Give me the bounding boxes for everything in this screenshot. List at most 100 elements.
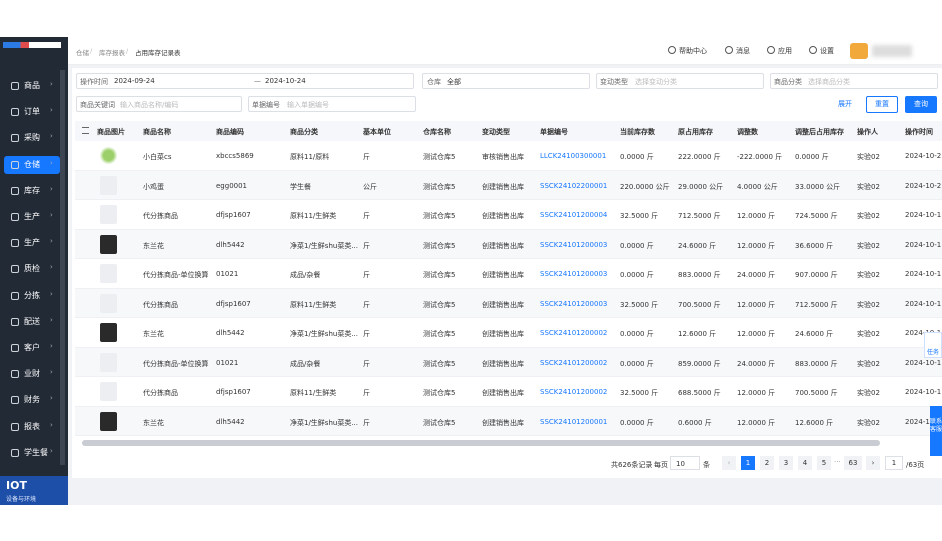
table-cell: 创建销售出库 (482, 389, 524, 397)
table-cell[interactable]: SSCK24101200002 (540, 358, 608, 367)
table-cell: 24.0000 斤 (737, 271, 776, 279)
scrollbar[interactable] (82, 440, 880, 446)
breadcrumb[interactable]: 仓储 (76, 49, 89, 57)
nav-item[interactable]: 财务 (24, 395, 40, 405)
page-number[interactable]: 1 (741, 456, 755, 470)
nav-item[interactable]: 商品 (24, 81, 40, 90)
table-cell: 斤 (363, 271, 370, 279)
warehouse-value: 全部 (447, 78, 461, 86)
table-row (75, 347, 942, 377)
table-cell: 实验02 (857, 330, 880, 338)
header-action[interactable]: 帮助中心 (679, 47, 707, 55)
product-image (100, 352, 117, 372)
page-number[interactable]: 4 (798, 456, 812, 470)
page-jump[interactable]: 1 (885, 456, 903, 470)
filter-label: 商品关键词 (80, 101, 115, 109)
table-cell: xbccs5869 (216, 152, 254, 160)
nav-item[interactable]: 学生餐 (24, 447, 48, 457)
category-select[interactable] (770, 73, 938, 89)
page-number[interactable]: 63 (844, 456, 862, 470)
nav-item[interactable]: 生产 (24, 212, 40, 221)
nav-item[interactable]: 仓储 (24, 159, 40, 169)
reset-button[interactable]: 重置 (866, 96, 898, 113)
table-cell: 实验02 (857, 153, 880, 161)
date-end: 2024-10-24 (265, 77, 306, 85)
nav-arrow: › (50, 342, 53, 350)
page-size-label: 每页 (654, 461, 668, 469)
table-cell[interactable]: SSCK24101200002 (540, 329, 608, 337)
expand-link[interactable]: 展开 (838, 100, 852, 108)
nav-item[interactable]: 分拣 (24, 290, 40, 300)
date-range[interactable] (76, 73, 414, 89)
change-type-select[interactable] (596, 73, 764, 89)
table-cell: dlh5442 (216, 329, 245, 337)
product-image (100, 175, 117, 195)
nav-item[interactable]: 采购 (24, 133, 40, 143)
sidebar-scroll (60, 70, 65, 465)
table-cell[interactable]: SSCK24102200001 (540, 181, 608, 190)
header-action[interactable]: 应用 (778, 47, 792, 55)
table-cell[interactable]: SSCK24101200001 (540, 417, 608, 426)
nav-item[interactable]: 报表 (24, 421, 40, 431)
nav-icon (11, 134, 19, 143)
table-row (75, 200, 942, 230)
table-cell: 斤 (363, 300, 370, 309)
page-number[interactable]: 5 (817, 456, 831, 470)
table-cell[interactable]: SSCK24101200003 (540, 299, 608, 308)
nav-item[interactable]: 生产 (24, 238, 40, 248)
table-cell[interactable]: LLCK24100300001 (540, 152, 607, 160)
table-cell: 测试仓库5 (423, 153, 456, 161)
column-header: 调整数 (737, 128, 758, 136)
side-tab[interactable]: 联系客服 (930, 406, 942, 456)
table-cell: 实验02 (857, 418, 880, 427)
nav-item[interactable]: 业财 (24, 369, 40, 379)
table-cell: dlh5442 (216, 240, 245, 249)
table-cell: 斤 (363, 389, 370, 397)
header-icon (767, 46, 775, 54)
table-cell: 创建销售出库 (482, 300, 524, 309)
table-cell: 712.5000 斤 (795, 300, 838, 309)
table-cell: -222.0000 斤 (737, 153, 783, 161)
table-cell[interactable]: SSCK24101200003 (540, 240, 608, 249)
search-button[interactable]: 查询 (905, 96, 937, 113)
table-cell: 32.5000 斤 (620, 300, 659, 309)
header-action[interactable]: 消息 (736, 47, 750, 55)
table-cell: 实验02 (857, 271, 880, 279)
table-cell[interactable]: SSCK24101200002 (540, 388, 608, 396)
page-size[interactable]: 10 (670, 456, 700, 470)
table-cell[interactable]: SSCK24101200003 (540, 270, 608, 278)
header-action[interactable]: 设置 (820, 47, 834, 55)
keyword-input[interactable] (76, 96, 242, 112)
breadcrumb[interactable]: 库存报表 (99, 49, 125, 57)
column-header: 商品名称 (143, 128, 171, 136)
table-cell: 创建销售出库 (482, 241, 524, 250)
doc-input[interactable] (248, 96, 416, 112)
table-cell: 原料11/生鲜类 (290, 389, 337, 397)
nav-icon (11, 160, 19, 169)
page-prev[interactable]: ‹ (722, 456, 736, 470)
table-cell: 净菜1/生鲜shu菜类... (290, 241, 359, 250)
nav-item[interactable]: 质检 (24, 264, 40, 274)
table-cell: 测试仓库5 (423, 418, 456, 427)
table-cell: 实验02 (857, 241, 880, 250)
nav-arrow: › (50, 446, 53, 455)
nav-item[interactable]: 客户 (24, 343, 40, 352)
table-cell: 实验02 (857, 389, 880, 397)
table-row (75, 170, 942, 200)
table-cell[interactable]: SSCK24101200004 (540, 211, 608, 219)
table-cell: 2024-10-1 (905, 240, 942, 249)
page-next[interactable]: › (866, 456, 880, 470)
warehouse-select[interactable] (422, 73, 590, 89)
table-cell: 创建销售出库 (482, 359, 524, 368)
table-cell: 原料11/生鲜类 (290, 300, 337, 309)
table-header (75, 121, 942, 141)
page-number[interactable]: 2 (760, 456, 774, 470)
nav-item[interactable]: 订单 (24, 107, 40, 117)
side-tab[interactable]: 任务 (924, 332, 942, 358)
nav-item[interactable]: 配送 (24, 316, 40, 326)
table-cell: 小白菜cs (143, 153, 172, 161)
table-cell: 24.6000 斤 (795, 330, 834, 338)
page-number[interactable]: 3 (779, 456, 793, 470)
column-settings[interactable] (82, 127, 89, 134)
nav-item[interactable]: 库存 (24, 185, 40, 195)
